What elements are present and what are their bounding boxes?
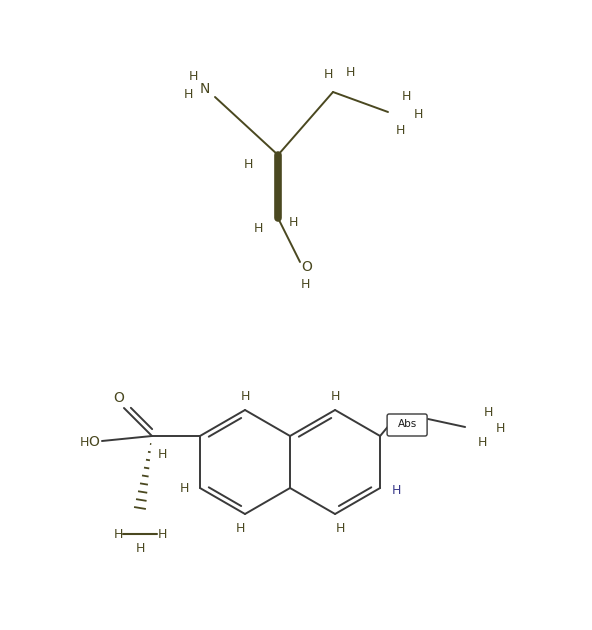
- Text: H: H: [136, 542, 144, 554]
- Text: H: H: [300, 277, 310, 290]
- Text: H: H: [188, 71, 198, 84]
- Text: H: H: [184, 88, 192, 101]
- Text: O: O: [114, 391, 124, 405]
- Text: H: H: [79, 437, 89, 449]
- Text: H: H: [401, 89, 411, 103]
- Text: H: H: [336, 522, 345, 536]
- Text: O: O: [89, 435, 99, 449]
- Text: H: H: [323, 67, 333, 81]
- Text: H: H: [253, 222, 263, 234]
- Text: H: H: [235, 522, 244, 536]
- Text: H: H: [345, 66, 355, 79]
- Text: H: H: [484, 406, 493, 420]
- Text: N: N: [200, 82, 210, 96]
- Text: H: H: [288, 217, 298, 229]
- Text: H: H: [157, 447, 167, 461]
- Text: O: O: [301, 260, 313, 274]
- Text: H: H: [395, 123, 405, 137]
- Text: H: H: [391, 483, 401, 496]
- FancyBboxPatch shape: [387, 414, 427, 436]
- Text: H: H: [330, 389, 340, 403]
- Text: H: H: [243, 159, 253, 171]
- Text: H: H: [240, 389, 250, 403]
- Text: Abs: Abs: [397, 419, 417, 429]
- Text: H: H: [113, 527, 123, 541]
- Text: H: H: [496, 423, 505, 435]
- Text: H: H: [179, 481, 189, 495]
- Text: H: H: [157, 527, 167, 541]
- Text: H: H: [413, 108, 423, 122]
- Text: H: H: [477, 437, 487, 449]
